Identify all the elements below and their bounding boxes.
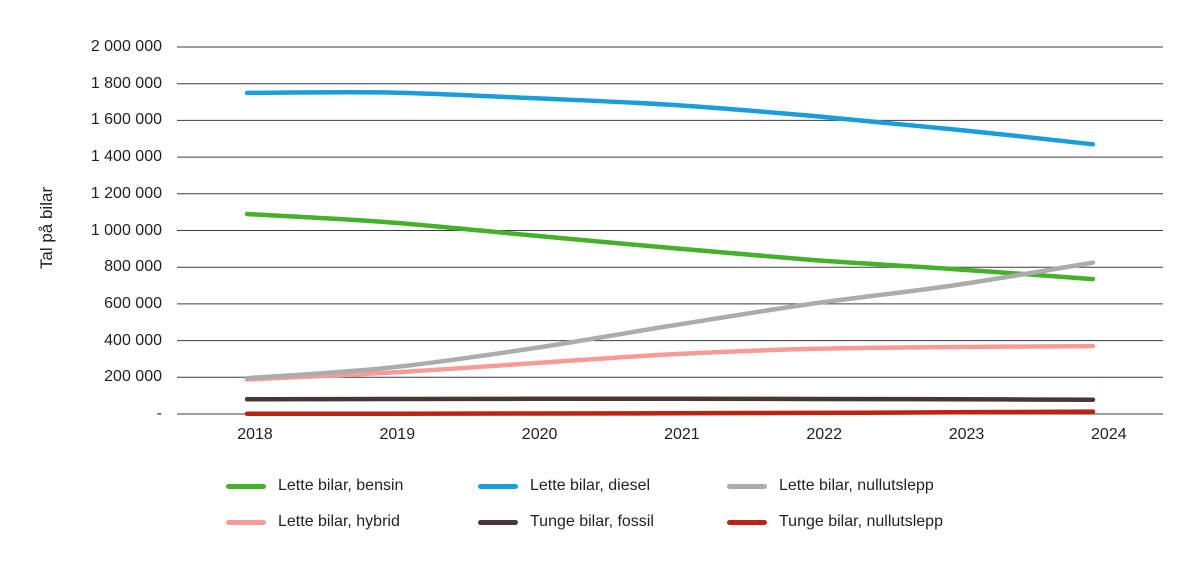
y-tick-label: 200 000 xyxy=(104,368,162,386)
series-line-tunge-bilar-nullutslepp xyxy=(244,409,1096,417)
y-tick-label: 1 600 000 xyxy=(90,111,162,129)
legend-item: Lette bilar, diesel xyxy=(478,477,650,495)
legend-item: Tunge bilar, nullutslepp xyxy=(727,513,943,531)
legend-swatch xyxy=(226,483,266,489)
legend-label: Lette bilar, bensin xyxy=(278,477,404,494)
legend-label: Lette bilar, nullutslepp xyxy=(779,477,934,494)
x-tick-label: 2019 xyxy=(379,426,416,443)
y-tick-label: 1 000 000 xyxy=(90,221,162,239)
series-line-lette-bilar-bensin xyxy=(244,211,1096,282)
y-tick-label: 1 400 000 xyxy=(90,148,162,166)
x-tick-label: 2024 xyxy=(1091,426,1127,443)
y-tick-label: 2 000 000 xyxy=(90,38,162,55)
legend-swatch xyxy=(478,519,518,525)
legend-label: Tunge bilar, nullutslepp xyxy=(779,513,943,530)
y-tick-label: 800 000 xyxy=(104,258,162,276)
y-tick-label: 400 000 xyxy=(104,331,162,349)
series-line-lette-bilar-hybrid xyxy=(244,343,1096,382)
legend-item: Lette bilar, hybrid xyxy=(226,513,400,531)
legend-label: Lette bilar, diesel xyxy=(530,477,651,494)
x-tick-label: 2018 xyxy=(237,426,273,443)
legend-swatch xyxy=(226,519,266,525)
series-line-lette-bilar-nullutslepp xyxy=(244,260,1096,381)
x-tick-label: 2023 xyxy=(948,426,985,443)
x-tick-label: 2020 xyxy=(521,426,558,443)
y-tick-label: 1 800 000 xyxy=(90,74,162,92)
y-tick-label: 600 000 xyxy=(104,294,162,312)
legend-item: Tunge bilar, fossil xyxy=(478,513,654,531)
legend-item: Lette bilar, nullutslepp xyxy=(727,477,934,495)
series-line-lette-bilar-diesel xyxy=(244,89,1096,147)
y-tick-label: - xyxy=(156,405,162,422)
legend-label: Lette bilar, hybrid xyxy=(278,513,400,530)
legend-label: Tunge bilar, fossil xyxy=(530,513,654,530)
x-tick-label: 2022 xyxy=(806,426,842,443)
legend-swatch xyxy=(727,519,767,525)
legend-item: Lette bilar, bensin xyxy=(226,477,403,495)
y-tick-label: 1 200 000 xyxy=(90,184,162,202)
legend-swatch xyxy=(478,483,518,489)
series-line-tunge-bilar-fossil xyxy=(244,396,1096,402)
legend-swatch xyxy=(727,483,767,489)
x-tick-label: 2021 xyxy=(664,426,700,443)
